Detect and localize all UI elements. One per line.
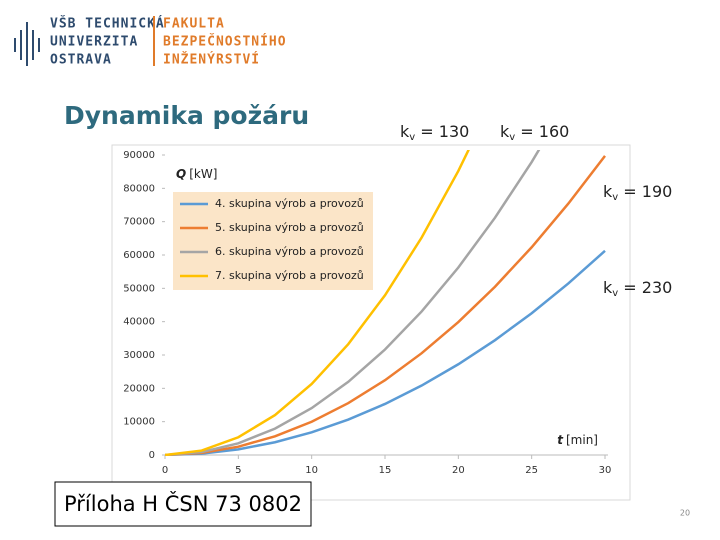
- legend-label: 6. skupina výrob a provozů: [215, 245, 364, 258]
- y-tick-label: 80000: [123, 183, 155, 194]
- annotation: kv = 230: [603, 278, 672, 300]
- faculty-line: FAKULTA: [163, 17, 225, 32]
- x-tick-label: 0: [162, 465, 168, 476]
- y-tick-label: 0: [149, 450, 155, 461]
- source: Příloha H ČSN 73 0802: [64, 491, 302, 516]
- annotation-text: = 190: [618, 182, 672, 201]
- annotation-sub: v: [409, 132, 415, 143]
- school-line: VŠB TECHNICKÁ: [50, 16, 165, 32]
- series-line: [165, 249, 606, 456]
- legend-box: [173, 192, 373, 290]
- axis-symbol: t: [557, 433, 564, 447]
- x-tick-label: 25: [525, 465, 538, 476]
- annotation-base: k: [603, 182, 613, 201]
- series-line: [165, 150, 470, 456]
- y-tick-label: 20000: [123, 383, 155, 394]
- source-box: [54, 481, 312, 527]
- annotation-base: k: [400, 122, 410, 141]
- axis-label: t [min]: [557, 433, 598, 447]
- y-tick-label: 30000: [123, 350, 155, 361]
- y-tick-label: 40000: [123, 317, 155, 328]
- axis-unit: [kW]: [189, 167, 217, 181]
- annotation-sub: v: [612, 192, 618, 203]
- y-tick-label: 60000: [123, 250, 155, 261]
- annotation-text: = 230: [618, 278, 672, 297]
- series-line: [165, 155, 606, 456]
- annotation: kv = 130: [400, 122, 469, 144]
- x-tick-label: 10: [305, 465, 318, 476]
- legend-label: 4. skupina výrob a provozů: [215, 197, 364, 210]
- axis-label: Q [kW]: [176, 167, 217, 181]
- y-tick-label: 90000: [123, 150, 155, 161]
- faculty-line: INŽENÝRSTVÍ: [163, 52, 260, 68]
- school-line: UNIVERZITA: [50, 35, 138, 50]
- annotation-base: k: [500, 122, 510, 141]
- annotation: kv = 190: [603, 182, 672, 204]
- logo-icon: [14, 22, 40, 66]
- axis-unit: [min]: [566, 433, 598, 447]
- annotation: kv = 160: [500, 122, 569, 144]
- x-tick-label: 30: [599, 465, 612, 476]
- faculty-line: BEZPEČNOSTNÍHO: [163, 34, 287, 50]
- slide-title: Dynamika požáru: [64, 101, 309, 130]
- y-tick-label: 10000: [123, 417, 155, 428]
- x-tick-label: 15: [379, 465, 392, 476]
- annotation-text: = 160: [515, 122, 569, 141]
- annotation-base: k: [603, 278, 613, 297]
- legend-label: 5. skupina výrob a provozů: [215, 221, 364, 234]
- y-tick-label: 70000: [123, 217, 155, 228]
- annotation-sub: v: [612, 288, 618, 299]
- x-tick-label: 5: [235, 465, 241, 476]
- annotation-sub: v: [509, 132, 515, 143]
- axis-symbol: Q: [176, 167, 186, 181]
- series-line: [165, 150, 541, 456]
- y-tick-label: 50000: [123, 283, 155, 294]
- legend-label: 7. skupina výrob a provozů: [215, 269, 364, 282]
- x-tick-label: 20: [452, 465, 465, 476]
- page-number: 20: [680, 509, 690, 518]
- school-line: OSTRAVA: [50, 53, 112, 68]
- annotation-text: = 130: [415, 122, 469, 141]
